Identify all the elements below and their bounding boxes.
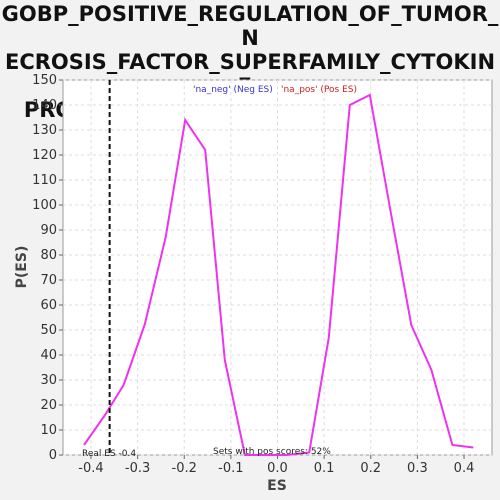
x-tick-label: -0.1 — [218, 461, 243, 476]
x-tick-label: 0.1 — [314, 461, 335, 476]
y-tick-label: 0 — [49, 448, 57, 463]
y-tick-label: 10 — [40, 423, 57, 438]
annotation-pos-scores: Sets with pos scores: 52% — [213, 447, 331, 457]
legend-pos: 'na_pos' (Pos ES) — [281, 85, 357, 95]
chart-title-line: GOBP_POSITIVE_REGULATION_OF_TUMOR_N — [1, 2, 499, 50]
x-axis-label: ES — [267, 478, 287, 494]
y-tick-label: 100 — [32, 198, 57, 213]
y-tick-label: 130 — [32, 123, 57, 138]
y-tick-label: 70 — [40, 273, 57, 288]
y-tick-label: 110 — [32, 173, 57, 188]
y-tick-label: 40 — [40, 348, 57, 363]
y-axis-label: P(ES) — [14, 246, 30, 289]
x-tick-label: 0.0 — [267, 461, 288, 476]
axis-ticks: 0 10 20 30 40 50 60 70 80 90 100 110 120 130 140 150 -0.… — [32, 73, 474, 476]
y-tick-label: 140 — [32, 98, 57, 113]
y-tick-label: 60 — [40, 298, 57, 313]
y-tick-label: 30 — [40, 373, 57, 388]
x-tick-label: 0.4 — [454, 461, 475, 476]
y-tick-label: 50 — [40, 323, 57, 338]
y-tick-label: 150 — [32, 73, 57, 88]
series-line — [83, 93, 474, 456]
y-tick-label: 90 — [40, 223, 57, 238]
x-tick-label: -0.4 — [78, 461, 103, 476]
real-es-label: Real ES -0.4 — [82, 449, 136, 459]
legend-neg: 'na_neg' (Neg ES) — [193, 85, 273, 95]
x-tick-label: -0.3 — [125, 461, 150, 476]
real-es-layer: Real ES -0.4 — [82, 80, 136, 459]
y-tick-label: 120 — [32, 148, 57, 163]
y-tick-label: 20 — [40, 398, 57, 413]
x-tick-label: 0.2 — [360, 461, 381, 476]
series-layer — [83, 93, 474, 456]
y-tick-label: 80 — [40, 248, 57, 263]
x-tick-label: -0.2 — [172, 461, 197, 476]
x-tick-label: 0.3 — [407, 461, 428, 476]
